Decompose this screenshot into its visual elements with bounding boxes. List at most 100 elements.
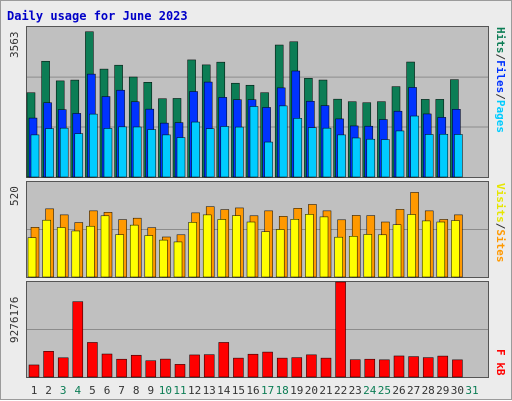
kb-bar [72, 301, 84, 378]
x-tick-label: 13 [202, 384, 216, 397]
x-tick-label: 21 [319, 384, 333, 397]
visits-bar [261, 231, 270, 278]
x-tick-label: 24 [363, 384, 377, 397]
kb-bar [320, 357, 332, 378]
pages-bar [249, 106, 259, 178]
pages-bar [118, 126, 127, 178]
kb-bar [174, 364, 186, 378]
kb-bar [262, 351, 273, 378]
pages-bar [30, 134, 40, 178]
x-tick-label: 23 [348, 384, 362, 397]
pages-bar [89, 113, 98, 178]
kb-bar [145, 360, 157, 378]
visits-bar [71, 230, 81, 278]
visits-bar [144, 235, 154, 278]
kb-bar [87, 342, 98, 378]
pages-bar [74, 133, 84, 178]
x-tick-label: 27 [406, 384, 421, 397]
kb-bar [364, 358, 376, 378]
visits-bar [378, 234, 387, 278]
visits-bar [27, 237, 37, 278]
x-tick-label: 4 [74, 384, 82, 397]
pages-bar [454, 134, 463, 178]
chart-title: Daily usage for June 2023 [7, 9, 188, 23]
pages-bar [395, 130, 405, 178]
pages-bar [220, 126, 230, 178]
visits-bar [334, 236, 343, 278]
kb-bar [349, 359, 361, 378]
x-tick-label: 26 [392, 384, 406, 397]
visits-bar [202, 214, 212, 278]
kb-bar [28, 364, 40, 378]
kb-bar [218, 342, 230, 378]
pages-bar [439, 133, 449, 178]
pages-bar [103, 128, 113, 178]
x-tick-label: 20 [304, 384, 319, 397]
x-tick-label: 1 [30, 384, 38, 397]
kb-bar [276, 357, 288, 378]
kb-bar [422, 357, 434, 378]
x-tick-label: 7 [118, 384, 125, 397]
x-tick-label: 18 [275, 384, 289, 397]
kb-bar [306, 354, 317, 378]
kb-bar [291, 357, 303, 378]
kb-bar [393, 355, 405, 378]
pages-bar [132, 126, 142, 178]
visits-bar [129, 224, 139, 278]
visits-bar [451, 220, 460, 278]
pages-bar [351, 137, 361, 178]
x-tick-label: 3 [59, 384, 67, 397]
x-tick-label: 25 [377, 384, 392, 397]
visits-bar [100, 215, 110, 278]
visits-bar [159, 239, 168, 278]
visits-bar [421, 220, 431, 278]
pages-bar [337, 134, 346, 178]
pages-bar [147, 129, 157, 178]
visits-bar [275, 229, 285, 278]
kb-bar [189, 354, 200, 378]
kb-bar [247, 353, 259, 378]
pages-bar [162, 134, 171, 178]
x-tick-label: 2 [45, 384, 52, 397]
kb-bar [233, 357, 244, 378]
visits-bar [407, 214, 416, 278]
visits-bar [217, 219, 227, 278]
visits-bar [42, 219, 51, 278]
visits-bar [56, 227, 66, 278]
kb-bar [101, 353, 113, 378]
pages-bar [176, 137, 186, 178]
x-tick-label: 31 [465, 384, 479, 397]
kb-bar [452, 359, 463, 378]
x-tick-label: 8 [132, 384, 140, 397]
kb-bar [335, 281, 346, 378]
pages-bar [381, 139, 390, 178]
x-tick-label: 16 [246, 384, 260, 397]
pages-bar [59, 127, 69, 178]
kb-bar [379, 359, 390, 378]
pages-bar [264, 141, 273, 178]
pages-bar [205, 128, 215, 178]
visits-bar [232, 215, 241, 278]
visits-bar [173, 241, 183, 278]
x-tick-label: 22 [333, 384, 348, 397]
pages-bar [322, 127, 332, 178]
kb-bar [203, 354, 215, 378]
x-tick-label: 5 [89, 384, 96, 397]
x-tick-label: 17 [260, 384, 275, 397]
pages-bar [424, 134, 434, 178]
visits-bar [246, 221, 256, 278]
x-tick-label: 28 [421, 384, 435, 397]
visits-bar [305, 214, 314, 278]
pages-bar [293, 118, 303, 178]
visits-bar [188, 222, 197, 278]
visits-bar [319, 216, 329, 278]
pages-bar [366, 138, 376, 178]
visits-bar [86, 225, 95, 278]
pages-bar [235, 126, 244, 178]
visits-bar [348, 236, 358, 278]
visits-bar [115, 234, 124, 278]
kb-bar [116, 358, 127, 378]
pages-bar [308, 127, 317, 178]
x-tick-label: 29 [436, 384, 450, 397]
